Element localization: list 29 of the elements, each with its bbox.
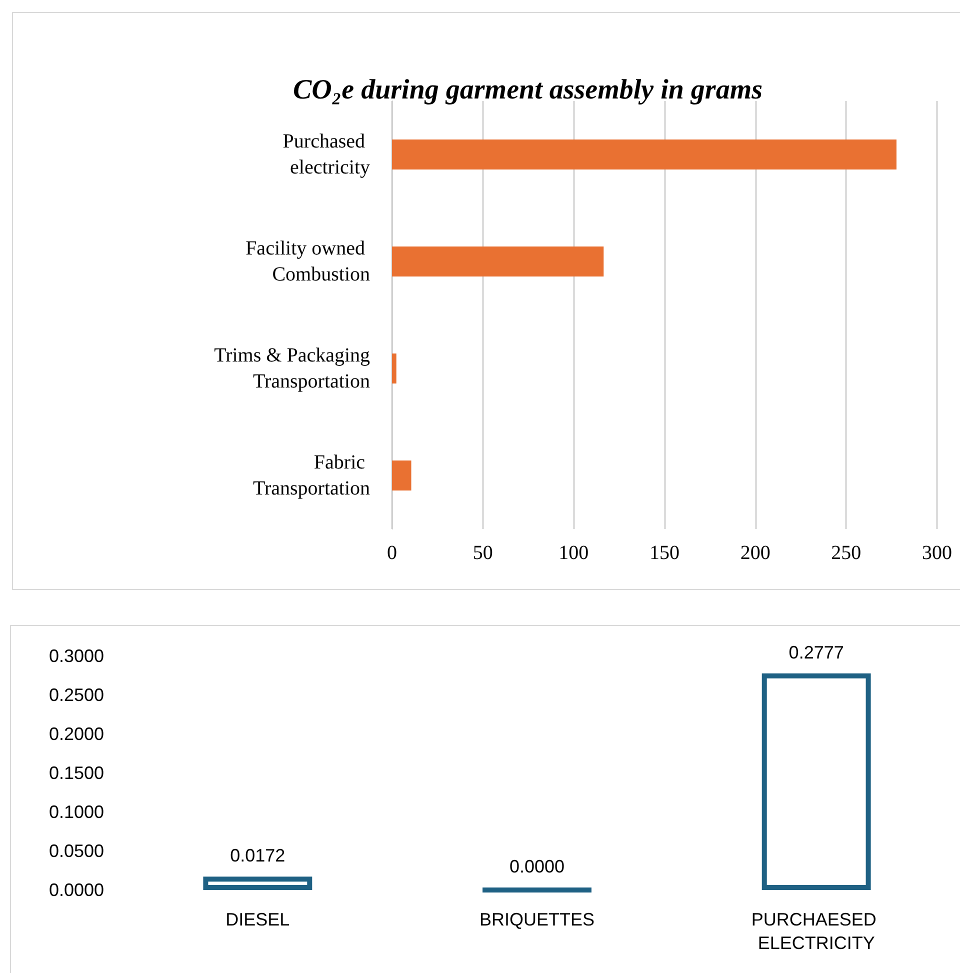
x-tick-label: 250 (831, 542, 862, 564)
y-tick-label: Facility owned Combustion (246, 238, 370, 286)
x-tick-label: BRIQUETTES (479, 910, 595, 930)
y-tick-label: 0.3000 (48, 646, 104, 666)
data-label: 0.0172 (230, 846, 286, 866)
x-tick-label: 150 (650, 542, 680, 564)
y-tick-label: 0.2500 (48, 685, 104, 705)
x-tick-label: 200 (740, 542, 770, 564)
y-tick-label: 0.1000 (48, 802, 104, 822)
y-tick-label: 0.1500 (48, 763, 104, 783)
y-tick-label: 0.0500 (48, 841, 104, 861)
bar (392, 140, 896, 170)
bar (392, 460, 412, 490)
y-tick-label: 0.0000 (48, 880, 104, 900)
x-tick-label: 300 (922, 542, 952, 564)
y-tick-label: 0.2000 (48, 724, 104, 744)
chart-title: CO₂e during garment assembly in grams (293, 74, 763, 106)
data-label: 0.2777 (788, 642, 844, 662)
y-tick-label: Purchased electricity (282, 130, 370, 178)
bar (392, 246, 604, 276)
x-tick-label: DIESEL (226, 910, 290, 930)
x-tick-label: 0 (387, 542, 397, 564)
y-tick-label: Trims & Packaging Transportation (214, 344, 370, 392)
data-label: 0.0000 (509, 856, 565, 876)
bar (392, 354, 396, 384)
x-tick-label: PURCHAESED ELECTRICITY (751, 910, 882, 954)
x-tick-label: 100 (558, 542, 589, 564)
y-tick-label: Fabric Transportation (252, 452, 370, 500)
x-tick-label: 50 (472, 542, 493, 564)
